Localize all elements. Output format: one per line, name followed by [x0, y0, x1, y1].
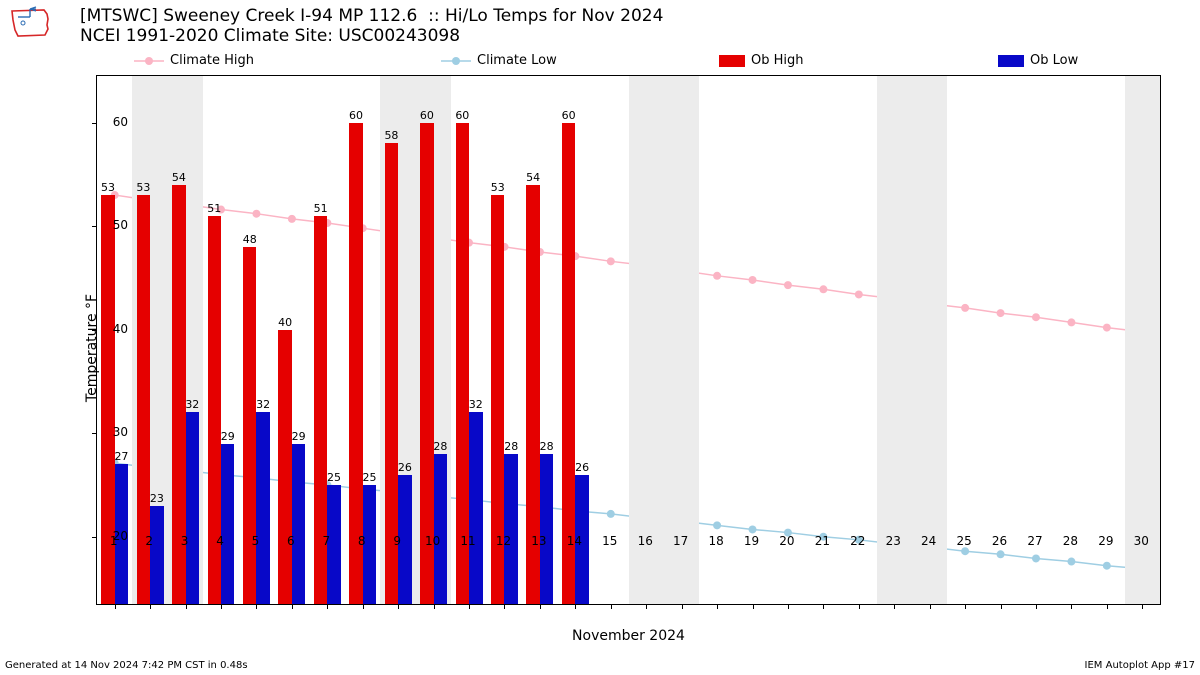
plot-area: 5353545148405160586060535460272332293229…: [96, 75, 1161, 605]
chart-subtitle: NCEI 1991-2020 Climate Site: USC00243098: [80, 26, 460, 46]
legend-climate-low: Climate Low: [441, 53, 557, 68]
x-tick-label: 2: [145, 534, 153, 548]
x-tick-label: 15: [602, 534, 617, 548]
ob-low-bar-label: 27: [114, 450, 128, 463]
ob-high-bar-label: 54: [526, 171, 540, 184]
y-tick-label: 40: [113, 322, 128, 336]
ob-high-bar-label: 48: [243, 233, 257, 246]
ob-low-bar-label: 32: [185, 398, 199, 411]
x-tick-label: 29: [1098, 534, 1113, 548]
weekend-band: [629, 76, 664, 604]
x-tick-label: 28: [1063, 534, 1078, 548]
x-tick-label: 20: [779, 534, 794, 548]
footer-timestamp: Generated at 14 Nov 2024 7:42 PM CST in …: [5, 660, 248, 671]
x-tick-label: 13: [531, 534, 546, 548]
legend-label: Ob High: [751, 53, 804, 68]
y-tick-label: 60: [113, 115, 128, 129]
x-tick-label: 26: [992, 534, 1007, 548]
legend-label: Climate Low: [477, 53, 557, 68]
ob-high-bar-label: 51: [207, 202, 221, 215]
legend-label: Ob Low: [1030, 53, 1078, 68]
x-tick-label: 14: [567, 534, 582, 548]
ob-low-bar-label: 25: [327, 471, 341, 484]
x-tick-label: 23: [886, 534, 901, 548]
ob-high-bar-label: 60: [420, 109, 434, 122]
x-tick-label: 22: [850, 534, 865, 548]
ob-high-bar-label: 54: [172, 171, 186, 184]
ob-low-bar-label: 26: [398, 461, 412, 474]
x-tick-label: 27: [1027, 534, 1042, 548]
x-tick-label: 16: [638, 534, 653, 548]
footer-appid: IEM Autoplot App #17: [1085, 660, 1195, 671]
x-tick-label: 6: [287, 534, 295, 548]
ob-low-bar: [256, 412, 269, 604]
ob-high-bar-label: 60: [349, 109, 363, 122]
x-tick-label: 18: [708, 534, 723, 548]
x-tick-label: 4: [216, 534, 224, 548]
legend-ob-low: Ob Low: [998, 53, 1078, 68]
ob-low-bar: [292, 444, 305, 604]
weekend-band: [1125, 76, 1160, 604]
x-tick-label: 8: [358, 534, 366, 548]
legend-ob-high: Ob High: [719, 53, 804, 68]
x-tick-label: 9: [393, 534, 401, 548]
x-tick-label: 12: [496, 534, 511, 548]
ob-high-bar: [562, 123, 575, 604]
ob-low-bar-label: 29: [221, 430, 235, 443]
x-axis-label: November 2024: [96, 628, 1161, 644]
x-tick-label: 24: [921, 534, 936, 548]
weekend-band: [664, 76, 699, 604]
ob-high-bar: [349, 123, 362, 604]
ob-low-bar: [469, 412, 482, 604]
ob-low-bar: [186, 412, 199, 604]
ob-low-bar: [434, 454, 447, 604]
x-tick-label: 30: [1134, 534, 1149, 548]
ob-low-bar-label: 29: [292, 430, 306, 443]
y-tick-label: 30: [113, 425, 128, 439]
ob-high-bar-label: 40: [278, 316, 292, 329]
ob-high-bar: [278, 330, 291, 604]
x-tick-label: 5: [252, 534, 260, 548]
legend-label: Climate High: [170, 53, 254, 68]
ob-high-bar: [456, 123, 469, 604]
x-tick-label: 3: [181, 534, 189, 548]
y-axis-label: Temperature °F: [84, 294, 100, 402]
weekend-band: [912, 76, 947, 604]
ob-low-bar-label: 23: [150, 492, 164, 505]
x-tick-label: 1: [110, 534, 118, 548]
ob-low-bar-label: 32: [256, 398, 270, 411]
ob-high-bar-label: 51: [314, 202, 328, 215]
ob-low-bar-label: 25: [362, 471, 376, 484]
ob-high-bar-label: 53: [491, 181, 505, 194]
x-tick-label: 17: [673, 534, 688, 548]
x-tick-label: 10: [425, 534, 440, 548]
x-tick-label: 11: [460, 534, 475, 548]
ob-high-bar-label: 58: [384, 129, 398, 142]
legend-climate-high: Climate High: [134, 53, 254, 68]
ob-high-bar-label: 53: [101, 181, 115, 194]
x-tick-label: 7: [322, 534, 330, 548]
ob-low-bar: [504, 454, 517, 604]
ob-high-bar-label: 60: [455, 109, 469, 122]
ob-low-bar-label: 28: [433, 440, 447, 453]
ob-low-bar-label: 32: [469, 398, 483, 411]
ob-low-bar: [221, 444, 234, 604]
x-tick-label: 21: [815, 534, 830, 548]
ob-high-bar-label: 53: [136, 181, 150, 194]
chart-title: [MTSWC] Sweeney Creek I-94 MP 112.6 :: H…: [80, 6, 663, 26]
ob-high-bar-label: 60: [562, 109, 576, 122]
logo: [8, 5, 52, 40]
y-tick-label: 50: [113, 218, 128, 232]
ob-high-bar: [243, 247, 256, 604]
x-tick-label: 19: [744, 534, 759, 548]
ob-low-bar: [540, 454, 553, 604]
ob-low-bar-label: 28: [504, 440, 518, 453]
ob-high-bar: [420, 123, 433, 604]
ob-low-bar-label: 26: [575, 461, 589, 474]
ob-low-bar-label: 28: [540, 440, 554, 453]
x-tick-label: 25: [956, 534, 971, 548]
weekend-band: [877, 76, 912, 604]
ob-low-bar: [150, 506, 163, 604]
